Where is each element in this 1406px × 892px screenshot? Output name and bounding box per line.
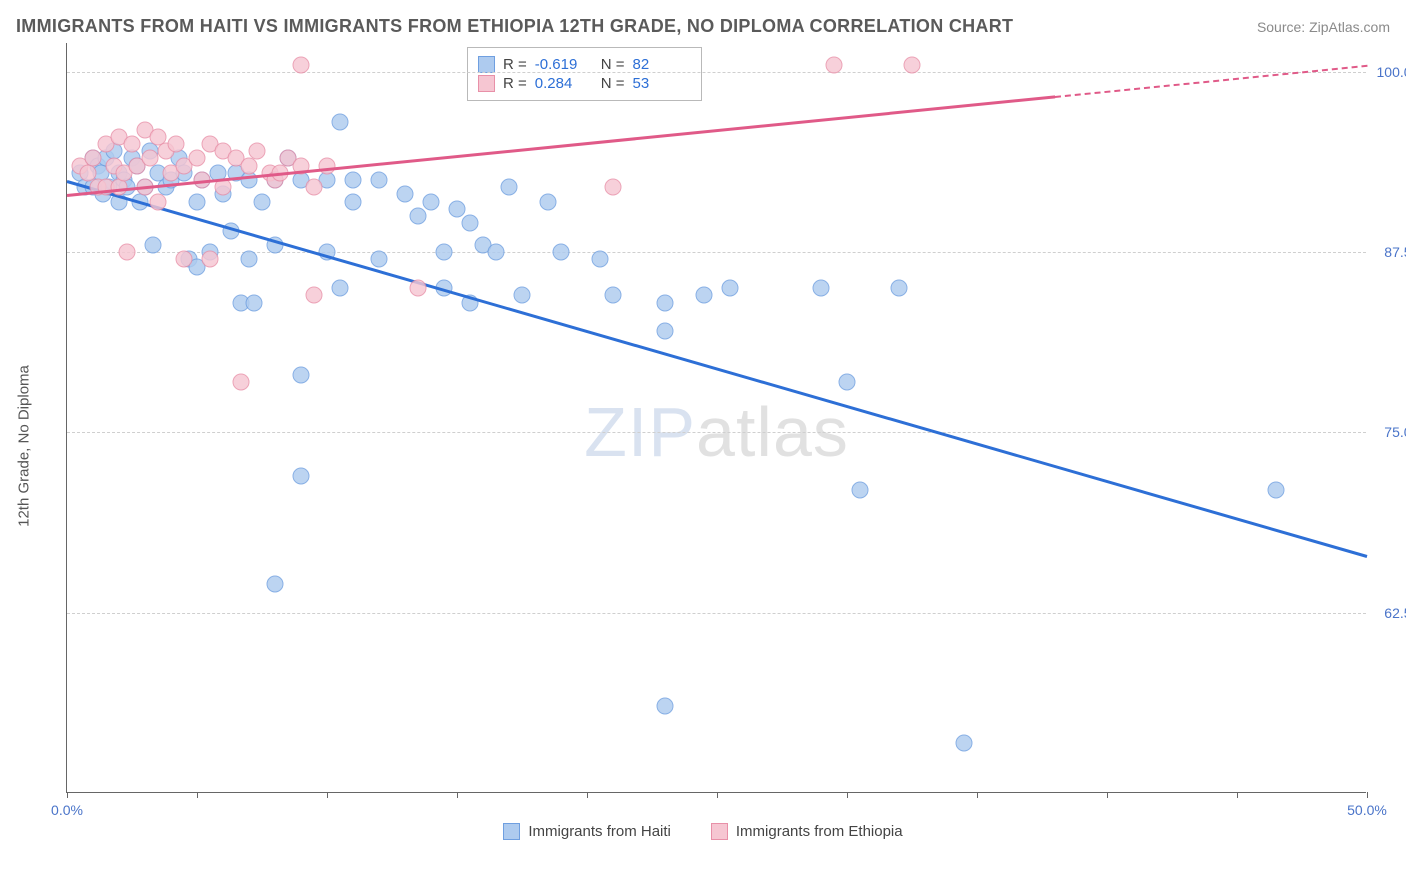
- data-point: [462, 215, 479, 232]
- data-point: [501, 179, 518, 196]
- chart-title: IMMIGRANTS FROM HAITI VS IMMIGRANTS FROM…: [16, 16, 1013, 37]
- data-point: [267, 575, 284, 592]
- data-point: [553, 244, 570, 261]
- data-point: [696, 287, 713, 304]
- data-point: [246, 294, 263, 311]
- data-point: [248, 143, 265, 160]
- data-point: [839, 373, 856, 390]
- title-row: IMMIGRANTS FROM HAITI VS IMMIGRANTS FROM…: [16, 16, 1390, 37]
- x-tick: [1107, 792, 1108, 798]
- data-point: [254, 193, 271, 210]
- data-point: [293, 56, 310, 73]
- x-tick: [1237, 792, 1238, 798]
- x-tick: [67, 792, 68, 798]
- y-tick-label: 75.0%: [1384, 424, 1406, 440]
- data-point: [605, 179, 622, 196]
- data-point: [410, 280, 427, 297]
- data-point: [241, 251, 258, 268]
- x-tick: [847, 792, 848, 798]
- legend-label: Immigrants from Ethiopia: [736, 823, 903, 840]
- y-axis-label: 12th Grade, No Diploma: [16, 365, 33, 527]
- data-point: [306, 287, 323, 304]
- data-point: [332, 280, 349, 297]
- data-point: [904, 56, 921, 73]
- data-point: [85, 150, 102, 167]
- data-point: [345, 172, 362, 189]
- data-point: [514, 287, 531, 304]
- data-point: [293, 467, 310, 484]
- data-point: [176, 251, 193, 268]
- plot-area: ZIPatlas R = -0.619 N = 82 R = 0.284 N =…: [66, 43, 1366, 793]
- data-point: [150, 193, 167, 210]
- x-tick: [977, 792, 978, 798]
- stats-row-ethiopia: R = 0.284 N = 53: [478, 75, 691, 92]
- swatch-icon: [478, 56, 495, 73]
- stats-box: R = -0.619 N = 82 R = 0.284 N = 53: [467, 47, 702, 101]
- data-point: [657, 323, 674, 340]
- x-tick: [197, 792, 198, 798]
- legend: Immigrants from Haiti Immigrants from Et…: [16, 823, 1390, 840]
- data-point: [852, 482, 869, 499]
- data-point: [118, 244, 135, 261]
- trend-line: [1055, 65, 1367, 98]
- data-point: [657, 698, 674, 715]
- data-point: [144, 236, 161, 253]
- data-point: [423, 193, 440, 210]
- data-point: [142, 150, 159, 167]
- data-point: [605, 287, 622, 304]
- swatch-icon: [503, 823, 520, 840]
- data-point: [657, 294, 674, 311]
- stats-row-haiti: R = -0.619 N = 82: [478, 56, 691, 73]
- gridline: [67, 72, 1366, 73]
- data-point: [124, 135, 141, 152]
- data-point: [371, 172, 388, 189]
- data-point: [233, 373, 250, 390]
- data-point: [189, 150, 206, 167]
- x-tick: [717, 792, 718, 798]
- y-tick-label: 62.5%: [1384, 605, 1406, 621]
- data-point: [540, 193, 557, 210]
- data-point: [449, 200, 466, 217]
- trend-line: [67, 180, 1368, 558]
- gridline: [67, 252, 1366, 253]
- x-tick: [1367, 792, 1368, 798]
- data-point: [306, 179, 323, 196]
- x-tick: [327, 792, 328, 798]
- data-point: [1268, 482, 1285, 499]
- correlation-chart: IMMIGRANTS FROM HAITI VS IMMIGRANTS FROM…: [16, 16, 1390, 876]
- data-point: [332, 114, 349, 131]
- data-point: [189, 193, 206, 210]
- data-point: [293, 366, 310, 383]
- data-point: [488, 244, 505, 261]
- data-point: [397, 186, 414, 203]
- x-tick-label: 0.0%: [51, 802, 83, 818]
- source-label: Source: ZipAtlas.com: [1257, 19, 1390, 35]
- data-point: [345, 193, 362, 210]
- data-point: [891, 280, 908, 297]
- gridline: [67, 432, 1366, 433]
- data-point: [168, 135, 185, 152]
- x-tick: [457, 792, 458, 798]
- data-point: [592, 251, 609, 268]
- data-point: [410, 208, 427, 225]
- data-point: [202, 251, 219, 268]
- y-tick-label: 87.5%: [1384, 244, 1406, 260]
- data-point: [241, 157, 258, 174]
- swatch-icon: [711, 823, 728, 840]
- data-point: [956, 734, 973, 751]
- data-point: [813, 280, 830, 297]
- legend-item-ethiopia: Immigrants from Ethiopia: [711, 823, 903, 840]
- data-point: [436, 244, 453, 261]
- gridline: [67, 613, 1366, 614]
- legend-label: Immigrants from Haiti: [528, 823, 671, 840]
- x-tick-label: 50.0%: [1347, 802, 1387, 818]
- swatch-icon: [478, 75, 495, 92]
- data-point: [371, 251, 388, 268]
- data-point: [826, 56, 843, 73]
- legend-item-haiti: Immigrants from Haiti: [503, 823, 671, 840]
- x-tick: [587, 792, 588, 798]
- data-point: [722, 280, 739, 297]
- y-tick-label: 100.0%: [1377, 64, 1406, 80]
